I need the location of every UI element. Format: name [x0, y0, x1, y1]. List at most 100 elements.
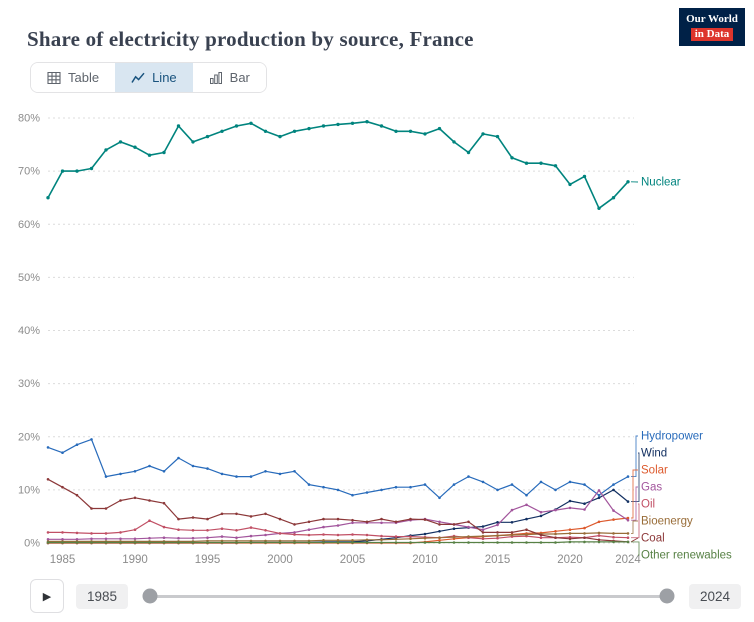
data-point: [481, 534, 485, 538]
series-label-other-renewables[interactable]: Other renewables: [641, 550, 732, 562]
data-point: [467, 520, 470, 524]
timeline-slider[interactable]: [142, 588, 675, 604]
data-point: [46, 196, 50, 200]
data-point: [568, 506, 572, 510]
data-point: [380, 538, 383, 542]
data-point: [597, 531, 601, 535]
data-point: [510, 521, 514, 524]
owid-logo[interactable]: Our World in Data: [679, 8, 745, 46]
data-point: [510, 508, 514, 512]
data-point: [583, 536, 586, 539]
data-point: [104, 148, 108, 152]
data-point: [46, 531, 50, 534]
data-point: [365, 538, 369, 542]
data-point: [206, 517, 209, 521]
data-point: [90, 537, 93, 541]
data-point: [423, 541, 427, 544]
data-point: [176, 124, 181, 128]
data-point: [235, 536, 238, 539]
data-point: [423, 532, 427, 536]
data-point: [249, 515, 253, 518]
series-label-oil[interactable]: Oil: [641, 499, 655, 511]
series-label-nuclear[interactable]: Nuclear: [641, 177, 681, 189]
timeline-start-year[interactable]: 1985: [76, 583, 129, 609]
data-point: [75, 538, 79, 541]
data-point: [89, 166, 94, 171]
data-point: [220, 535, 224, 538]
data-point: [104, 537, 108, 541]
data-point: [205, 134, 210, 139]
y-tick-label: 80%: [18, 113, 40, 125]
data-point: [394, 541, 398, 544]
series-label-solar[interactable]: Solar: [641, 465, 668, 477]
data-point: [496, 531, 499, 534]
data-point: [191, 536, 195, 540]
data-point: [249, 475, 253, 478]
line-chart-canvas[interactable]: 0% 10% 20% 30% 40% 50% 60% 70% 80% 1985 1990 1995 20…: [0, 96, 754, 576]
tab-line[interactable]: Line: [115, 63, 193, 92]
tab-bar[interactable]: Bar: [192, 63, 266, 92]
data-point: [206, 529, 209, 532]
data-point: [612, 535, 615, 539]
data-point: [191, 140, 195, 144]
data-point: [278, 517, 282, 521]
series-label-coal[interactable]: Coal: [641, 533, 665, 545]
data-point: [307, 126, 311, 131]
data-point: [61, 538, 64, 541]
data-point: [75, 169, 79, 173]
data-point: [147, 153, 152, 157]
data-point: [60, 169, 65, 173]
timeline-handle-start[interactable]: [142, 588, 158, 604]
data-point: [438, 539, 441, 542]
series-label-gas[interactable]: Gas: [641, 482, 662, 494]
x-tick-label: 2000: [267, 554, 293, 566]
series-hydropower: Hydropower: [46, 431, 703, 500]
y-tick-label: 40%: [18, 325, 40, 337]
data-point: [568, 540, 572, 544]
series-label-hydropower[interactable]: Hydropower: [641, 431, 703, 443]
data-point: [264, 541, 267, 544]
data-point: [322, 533, 325, 536]
data-point: [90, 541, 93, 544]
data-point: [597, 493, 601, 497]
timeline-end-year[interactable]: 2024: [688, 583, 741, 609]
data-point: [307, 483, 311, 486]
tab-bar-label: Bar: [229, 70, 250, 85]
data-point: [336, 541, 340, 544]
series-label-bioenergy[interactable]: Bioenergy: [641, 516, 693, 528]
data-point: [148, 464, 151, 468]
data-point: [119, 537, 122, 541]
data-point: [46, 478, 50, 481]
data-point: [539, 510, 543, 514]
series-label-wind[interactable]: Wind: [641, 448, 667, 460]
line-chart[interactable]: 0% 10% 20% 30% 40% 50% 60% 70% 80% 1985 1990 1995 20…: [0, 96, 754, 576]
label-connector: [631, 435, 638, 478]
data-point: [612, 518, 615, 521]
data-point: [481, 541, 485, 544]
data-point: [626, 180, 630, 184]
data-point: [133, 470, 137, 473]
data-point: [177, 456, 180, 460]
data-point: [365, 520, 369, 524]
data-point: [626, 536, 630, 539]
data-point: [553, 164, 558, 168]
tab-table[interactable]: Table: [31, 63, 116, 92]
label-connector: [631, 486, 638, 521]
play-button[interactable]: ▶: [30, 579, 64, 613]
data-point: [409, 535, 412, 538]
chart-type-tabs: Table Line Bar: [30, 62, 267, 93]
data-point: [380, 517, 383, 521]
x-axis: 1985 1990 1995 2000 2005 2010 2015 2020 2024: [50, 554, 642, 566]
data-point: [583, 508, 586, 511]
table-icon: [47, 71, 61, 85]
data-point: [351, 539, 354, 542]
x-tick-label: 1995: [195, 554, 221, 566]
data-point: [220, 541, 224, 544]
data-point: [423, 518, 427, 521]
label-connector: [631, 520, 638, 534]
data-point: [554, 488, 557, 492]
data-point: [568, 480, 572, 484]
data-point: [278, 134, 282, 139]
timeline-handle-end[interactable]: [659, 588, 675, 604]
data-point: [380, 521, 383, 525]
